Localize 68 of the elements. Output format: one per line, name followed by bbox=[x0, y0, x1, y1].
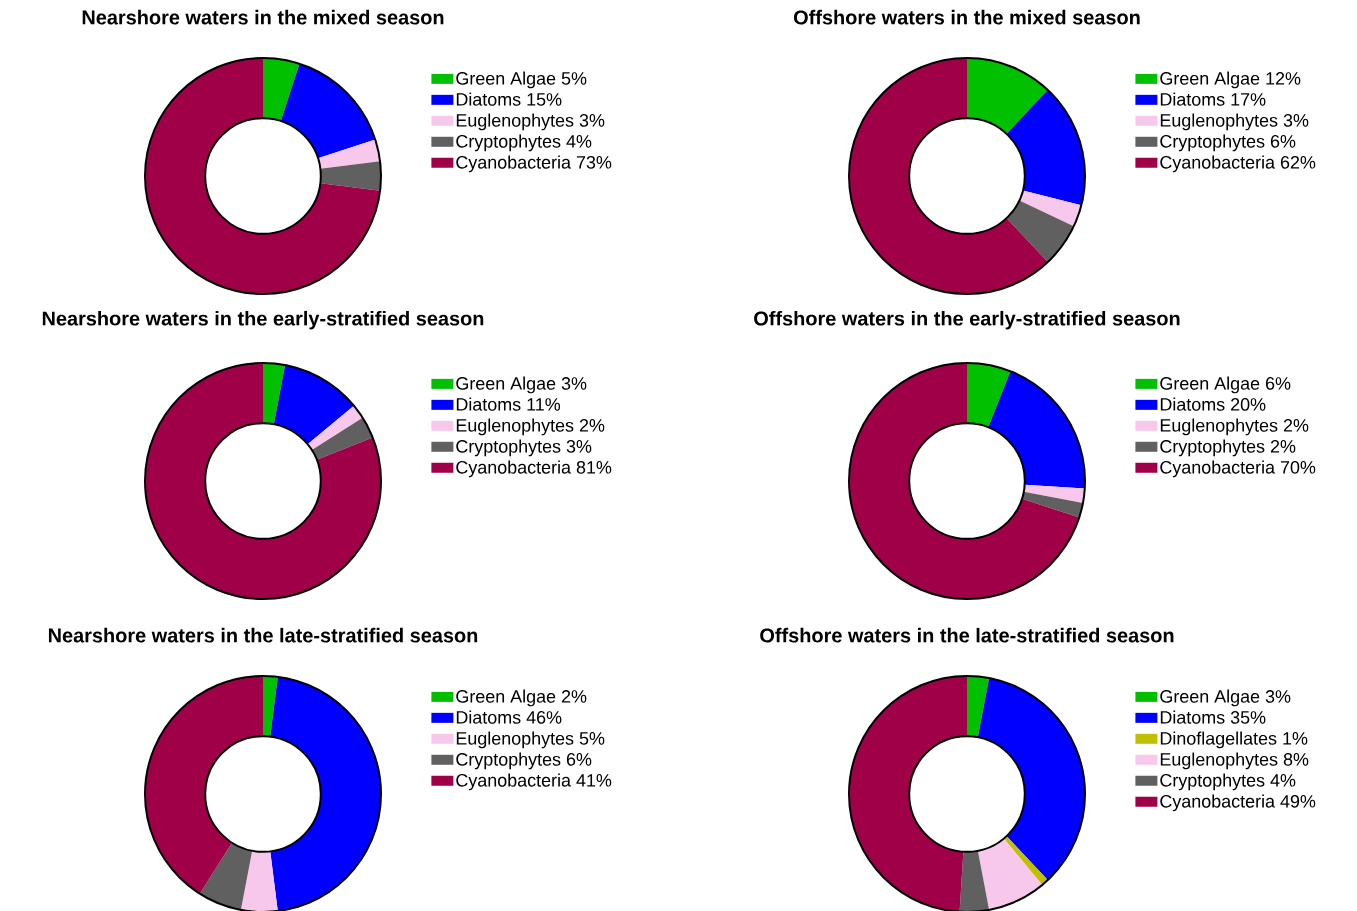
legend-label: Cryptophytes bbox=[456, 439, 561, 457]
data-label: 2% bbox=[561, 690, 587, 703]
legend-label: Green Algae bbox=[1160, 71, 1260, 89]
legend-label: Dinoflagellates bbox=[1160, 731, 1277, 749]
legend-label: Cyanobacteria bbox=[456, 155, 571, 173]
data-label: 6% bbox=[1270, 135, 1296, 148]
data-label: 6% bbox=[566, 753, 592, 766]
legend-label: Cryptophytes bbox=[456, 134, 561, 152]
data-label: 70% bbox=[1280, 460, 1316, 474]
legend-label: Cryptophytes bbox=[1160, 439, 1265, 457]
legend-label: Green Algae bbox=[1160, 689, 1260, 707]
data-label: 3% bbox=[1265, 690, 1291, 703]
data-label: 4% bbox=[1270, 774, 1296, 787]
data-label: 2% bbox=[579, 419, 605, 432]
legend-label: Euglenophytes bbox=[1160, 113, 1278, 131]
data-label: 41% bbox=[576, 774, 612, 787]
legend-label: Green Algae bbox=[456, 71, 556, 89]
data-label: 12% bbox=[1266, 72, 1301, 85]
legend-label: Cryptophytes bbox=[1160, 773, 1265, 791]
data-label: 1% bbox=[1283, 732, 1308, 745]
chart-title: Offshore waters in the early-stratified season bbox=[754, 310, 1180, 330]
chart-title: Nearshore waters in the mixed season bbox=[82, 9, 444, 25]
data-label: 35% bbox=[1230, 711, 1266, 724]
legend-label: Euglenophytes bbox=[456, 418, 574, 436]
data-label: 17% bbox=[1231, 93, 1266, 106]
data-label: 2% bbox=[1270, 440, 1296, 453]
data-label: 3% bbox=[561, 377, 587, 390]
legend-label: Green Algae bbox=[456, 376, 556, 394]
legend-label: Euglenophytes bbox=[456, 113, 574, 131]
data-label: 4% bbox=[566, 135, 592, 148]
data-label: 8% bbox=[1283, 753, 1309, 766]
legend-label: Diatoms bbox=[456, 710, 521, 724]
legend-label: Diatoms bbox=[1160, 397, 1225, 411]
chart-title: Offshore waters in the mixed season bbox=[793, 9, 1140, 25]
chart-title: Offshore waters in the late-stratified season bbox=[760, 627, 1174, 643]
legend-label: Cyanobacteria bbox=[1160, 460, 1275, 478]
data-label: 73% bbox=[576, 155, 612, 169]
data-label: 3% bbox=[579, 114, 605, 127]
legend-label: Euglenophytes bbox=[456, 731, 574, 749]
legend-label: Cryptophytes bbox=[456, 752, 561, 770]
legend-label: Green Algae bbox=[456, 689, 556, 707]
chart-title: Nearshore waters in the late-stratified season bbox=[48, 627, 478, 643]
data-label: 3% bbox=[566, 440, 592, 453]
data-label: 5% bbox=[561, 72, 587, 85]
legend-label: Diatoms bbox=[1160, 92, 1225, 106]
legend-label: Cyanobacteria bbox=[456, 460, 571, 478]
data-label: 20% bbox=[1231, 398, 1266, 411]
legend-label: Diatoms bbox=[456, 92, 521, 106]
data-label: 15% bbox=[527, 93, 562, 106]
data-label: 11% bbox=[527, 398, 561, 411]
data-label: 49% bbox=[1280, 794, 1316, 808]
data-label: 5% bbox=[579, 732, 605, 745]
data-label: 62% bbox=[1280, 155, 1316, 169]
data-label: 3% bbox=[1283, 114, 1309, 127]
legend-label: Diatoms bbox=[1160, 710, 1225, 724]
legend-label: Diatoms bbox=[456, 397, 521, 411]
legend-label: Cyanobacteria bbox=[1160, 794, 1275, 812]
data-label: 2% bbox=[1283, 419, 1309, 432]
legend-label: Cyanobacteria bbox=[456, 773, 571, 791]
legend-label: Cryptophytes bbox=[1160, 134, 1265, 152]
legend-label: Green Algae bbox=[1160, 376, 1260, 394]
legend-label: Euglenophytes bbox=[1160, 418, 1278, 436]
legend-label: Euglenophytes bbox=[1160, 752, 1278, 770]
data-label: 46% bbox=[526, 711, 562, 724]
data-label: 6% bbox=[1265, 377, 1291, 390]
data-label: 81% bbox=[576, 460, 612, 474]
legend-label: Cyanobacteria bbox=[1160, 155, 1275, 173]
chart-title: Nearshore waters in the early-stratified season bbox=[42, 310, 484, 330]
